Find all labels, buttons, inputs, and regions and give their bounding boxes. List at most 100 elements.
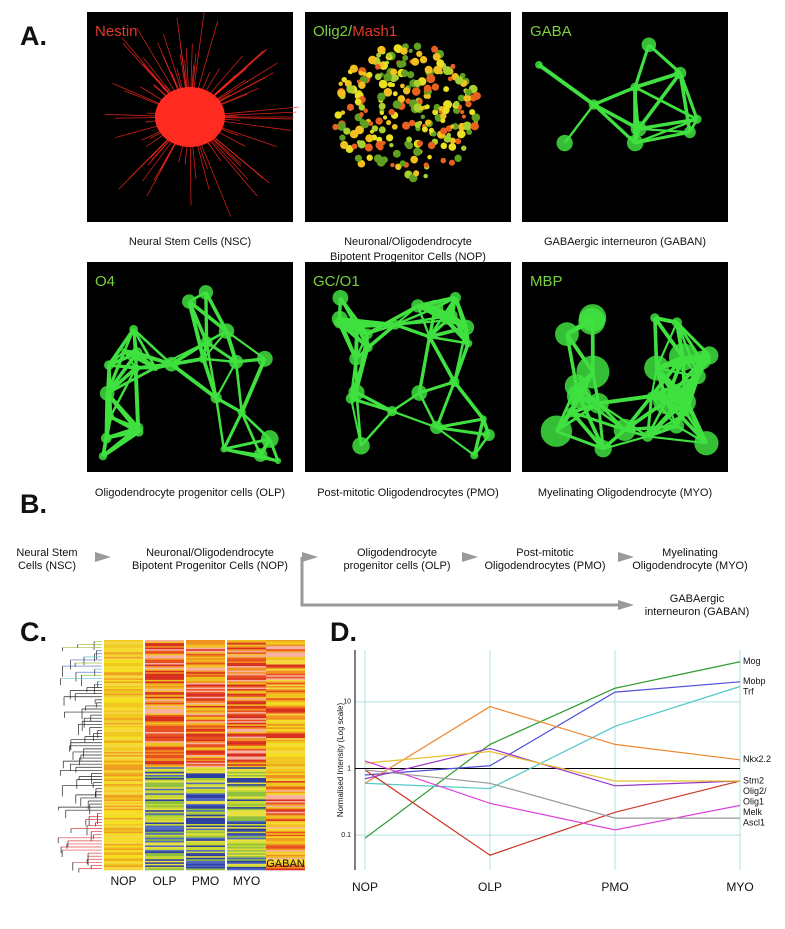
process [452,380,485,421]
heat-cell [266,833,305,836]
branch-line [300,557,618,607]
heat-cell [145,810,184,813]
process [637,71,682,130]
heat-cell [227,859,266,862]
heat-cell [145,862,184,865]
nucleus [380,128,385,134]
process [436,426,475,457]
heat-cell [104,724,143,727]
heat-cell [186,765,225,768]
heat-cell [104,836,143,839]
nucleus [400,69,409,78]
nucleus [402,121,411,130]
heat-cell [266,828,305,831]
heat-cell [145,701,184,704]
soma [642,430,654,442]
heat-cell [145,836,184,839]
legend-label: Trf [743,687,754,697]
heat-cell [186,850,225,852]
heat-cell [266,840,305,843]
soma [630,120,647,137]
heat-cell [227,751,266,754]
nucleus [425,93,431,99]
heat-cell [104,837,143,840]
nucleus [375,141,384,150]
heat-cell [186,738,225,740]
heat-cell [227,851,266,854]
nucleus [465,88,472,96]
heat-cell [186,682,225,685]
heat-cell [266,735,305,737]
heat-cell [266,695,305,698]
heat-cell [186,641,225,644]
heat-cell [266,865,305,868]
process [592,102,640,131]
process [133,368,141,429]
heat-cell [186,790,225,793]
heat-cell [186,819,225,822]
soma [237,408,246,417]
nucleus [413,79,421,87]
heat-cell [186,859,225,862]
heat-cell [227,735,266,737]
heat-cell [186,735,225,737]
nucleus [432,109,439,116]
nucleus [351,143,358,150]
heat-cell [104,684,143,687]
process [170,362,218,400]
heat-cell [104,863,143,866]
arrowhead [302,552,318,562]
heat-cell [266,647,305,650]
heat-cell [104,779,143,782]
heat-cell [104,728,143,731]
heat-cell [266,686,305,688]
heat-cell [145,791,184,794]
heat-cell [145,725,184,728]
heat-cell [266,709,305,711]
heat-cell [266,822,305,825]
y-tick-label: 10 [343,699,351,706]
heat-cell [145,721,184,724]
heat-cell [227,675,266,678]
heat-cell [186,721,225,724]
heat-cell [104,768,143,771]
soma [218,323,235,339]
nucleus [358,104,366,111]
heat-cell [227,742,266,745]
heat-cell [186,824,225,826]
heat-cell [145,860,184,863]
heat-cell [266,692,305,694]
heat-cell [104,862,143,865]
heat-cell [227,658,266,661]
series-line [364,685,741,790]
heat-cell [145,750,184,753]
heat-cell [186,727,225,730]
heat-cell [266,857,305,860]
heat-cell [145,686,184,688]
heat-cell [227,649,266,652]
process [215,397,226,450]
heat-cell [145,707,184,710]
soma [220,445,228,453]
heat-cell [227,738,266,740]
heat-cell [104,658,143,661]
heat-cell [104,828,143,831]
soma [682,408,691,417]
heat-cell [104,676,143,679]
heat-cell [104,739,143,742]
heat-cell [266,843,305,846]
heat-cell [145,724,184,727]
heat-cell [186,715,225,717]
y-axis-label: Normalised Intensity (Log scale) [336,703,345,818]
heat-cell [266,707,305,710]
heat-cell [186,658,225,661]
heat-cell [266,748,305,751]
heatmap-column: PMO [192,874,219,888]
heat-cell [186,707,225,710]
heat-cell [227,774,266,777]
nucleus [385,134,394,142]
heat-cell [186,661,225,664]
nucleus [463,94,472,103]
heat-cell [227,808,266,811]
heat-cell [104,698,143,701]
